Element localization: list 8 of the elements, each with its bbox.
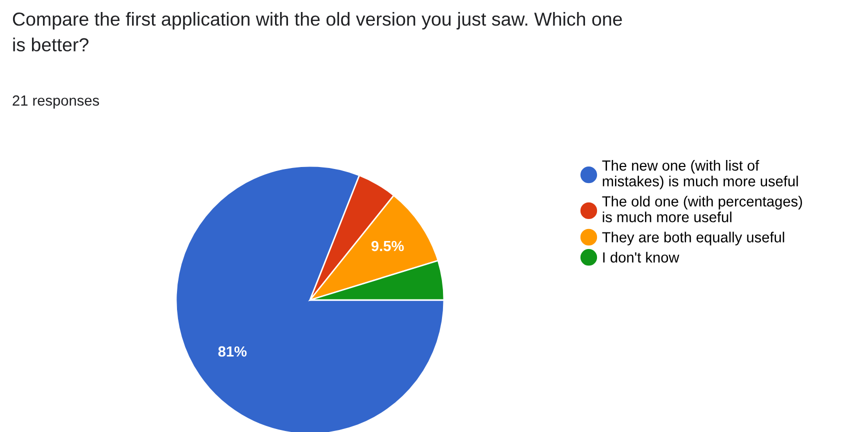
chart-title: Compare the first application with the old version you just saw. Which one is better? bbox=[12, 12, 622, 52]
text: 21 responses bbox=[12, 95, 100, 109]
legend-label: I don't know bbox=[603, 252, 680, 263]
data-label: 81% bbox=[218, 346, 247, 357]
legend-label: The old one (with percentages) is much more useful bbox=[602, 196, 802, 222]
data-label: 9.5% bbox=[371, 240, 404, 252]
legend-label: The new one (with list of mistakes) is much more useful bbox=[602, 160, 798, 190]
legend-label: They are both equally useful bbox=[602, 232, 784, 246]
